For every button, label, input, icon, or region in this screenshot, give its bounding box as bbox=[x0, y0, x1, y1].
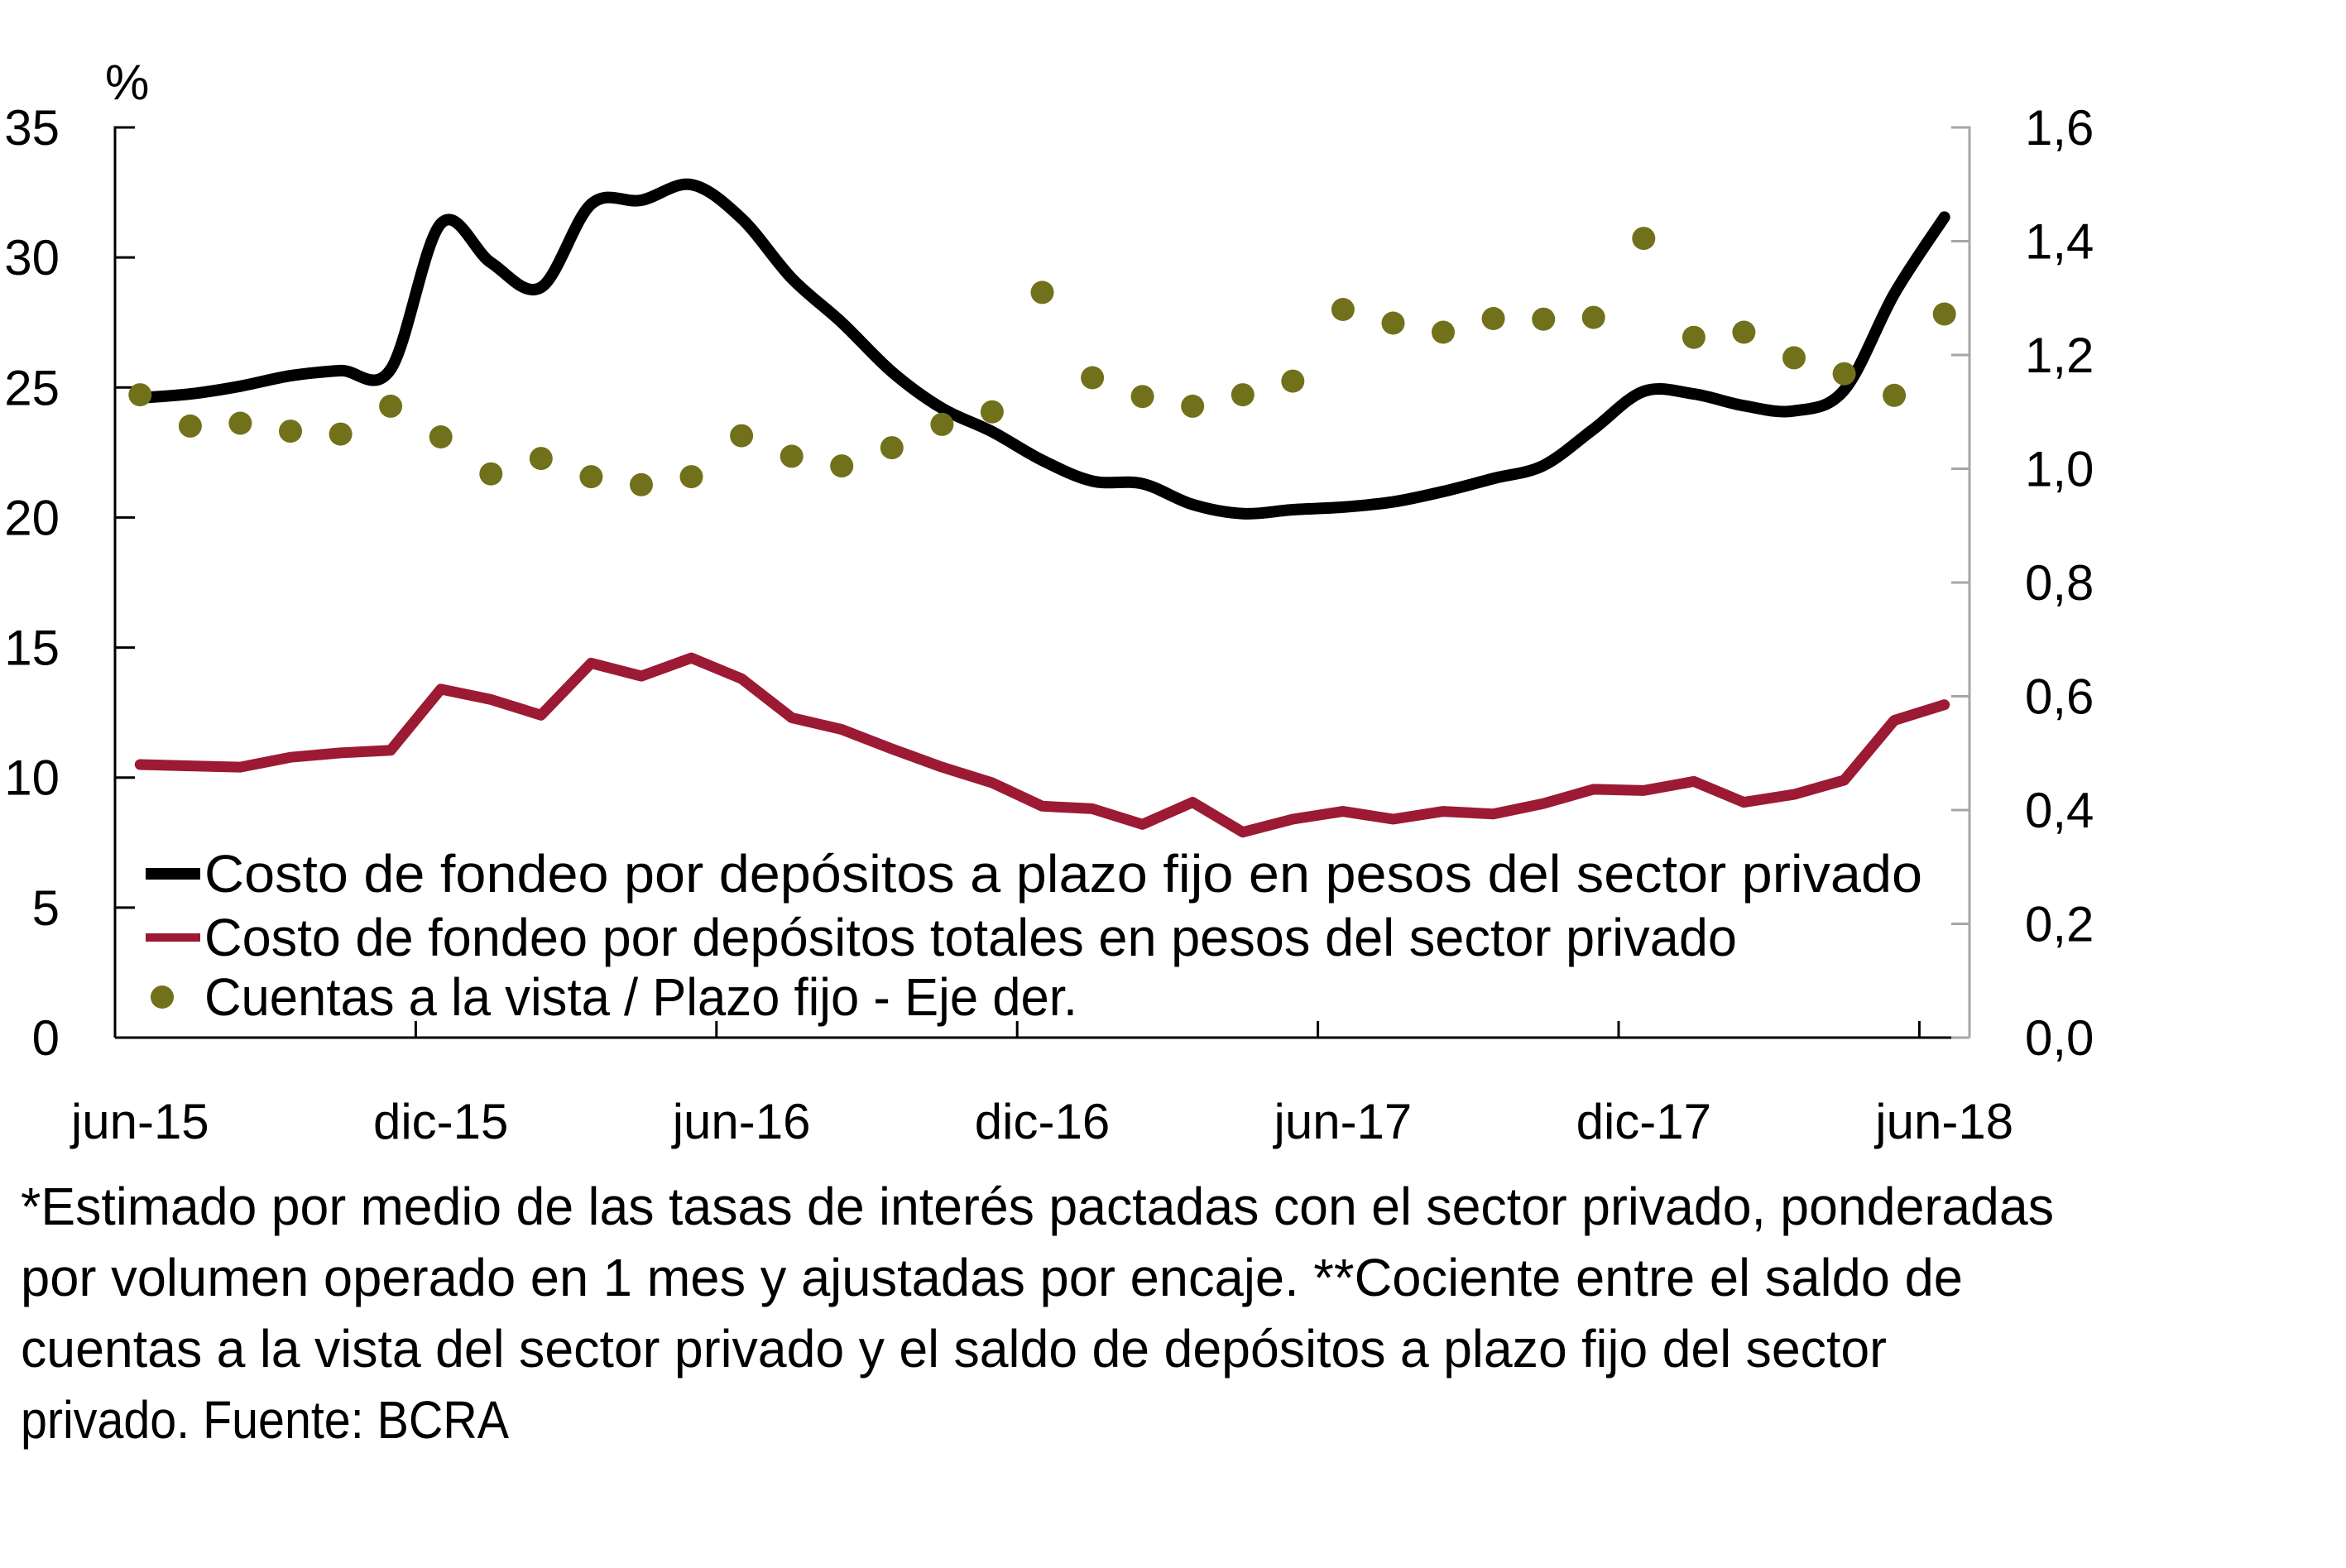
svg-text:30: 30 bbox=[4, 230, 60, 285]
svg-text:10: 10 bbox=[4, 750, 60, 806]
svg-text:dic-16: dic-16 bbox=[975, 1094, 1110, 1149]
svg-text:15: 15 bbox=[4, 621, 60, 676]
svg-text:20: 20 bbox=[4, 490, 60, 545]
svg-text:5: 5 bbox=[32, 880, 60, 936]
svg-text:*Estimado por medio de las tas: *Estimado por medio de las tasas de inte… bbox=[21, 1177, 2054, 1236]
svg-text:1,4: 1,4 bbox=[2025, 214, 2094, 270]
svg-text:0,6: 0,6 bbox=[2025, 669, 2094, 725]
svg-text:0,4: 0,4 bbox=[2025, 783, 2094, 838]
svg-text:1,6: 1,6 bbox=[2025, 100, 2094, 156]
svg-text:35: 35 bbox=[4, 100, 60, 156]
svg-text:0,0: 0,0 bbox=[2025, 1010, 2094, 1066]
svg-text:1,2: 1,2 bbox=[2025, 328, 2094, 383]
svg-text:jun-15: jun-15 bbox=[70, 1094, 209, 1149]
svg-text:cuentas a la vista del sector: cuentas a la vista del sector privado y … bbox=[21, 1319, 1887, 1379]
svg-text:Costo de fondeo por depósitos: Costo de fondeo por depósitos totales en… bbox=[204, 908, 1737, 967]
svg-text:jun-17: jun-17 bbox=[1273, 1094, 1413, 1149]
svg-text:dic-17: dic-17 bbox=[1576, 1094, 1711, 1149]
svg-text:0,8: 0,8 bbox=[2025, 555, 2094, 611]
svg-text:Costo de fondeo por depósitos: Costo de fondeo por depósitos a plazo fi… bbox=[204, 844, 1922, 904]
svg-text:jun-18: jun-18 bbox=[1873, 1094, 2013, 1149]
svg-text:jun-16: jun-16 bbox=[671, 1094, 811, 1149]
svg-text:1,0: 1,0 bbox=[2025, 442, 2094, 497]
svg-text:0: 0 bbox=[32, 1010, 60, 1066]
svg-text:privado. Fuente: BCRA: privado. Fuente: BCRA bbox=[21, 1390, 509, 1450]
svg-text:dic-15: dic-15 bbox=[373, 1094, 508, 1149]
svg-text:25: 25 bbox=[4, 360, 60, 415]
svg-text:Cuentas a la vista / Plazo fij: Cuentas a la vista / Plazo fijo - Eje de… bbox=[204, 967, 1077, 1027]
svg-text:0,2: 0,2 bbox=[2025, 897, 2094, 952]
svg-text:por volumen operado en 1 mes y: por volumen operado en 1 mes y ajustadas… bbox=[21, 1248, 1963, 1307]
svg-text:%: % bbox=[105, 55, 149, 110]
